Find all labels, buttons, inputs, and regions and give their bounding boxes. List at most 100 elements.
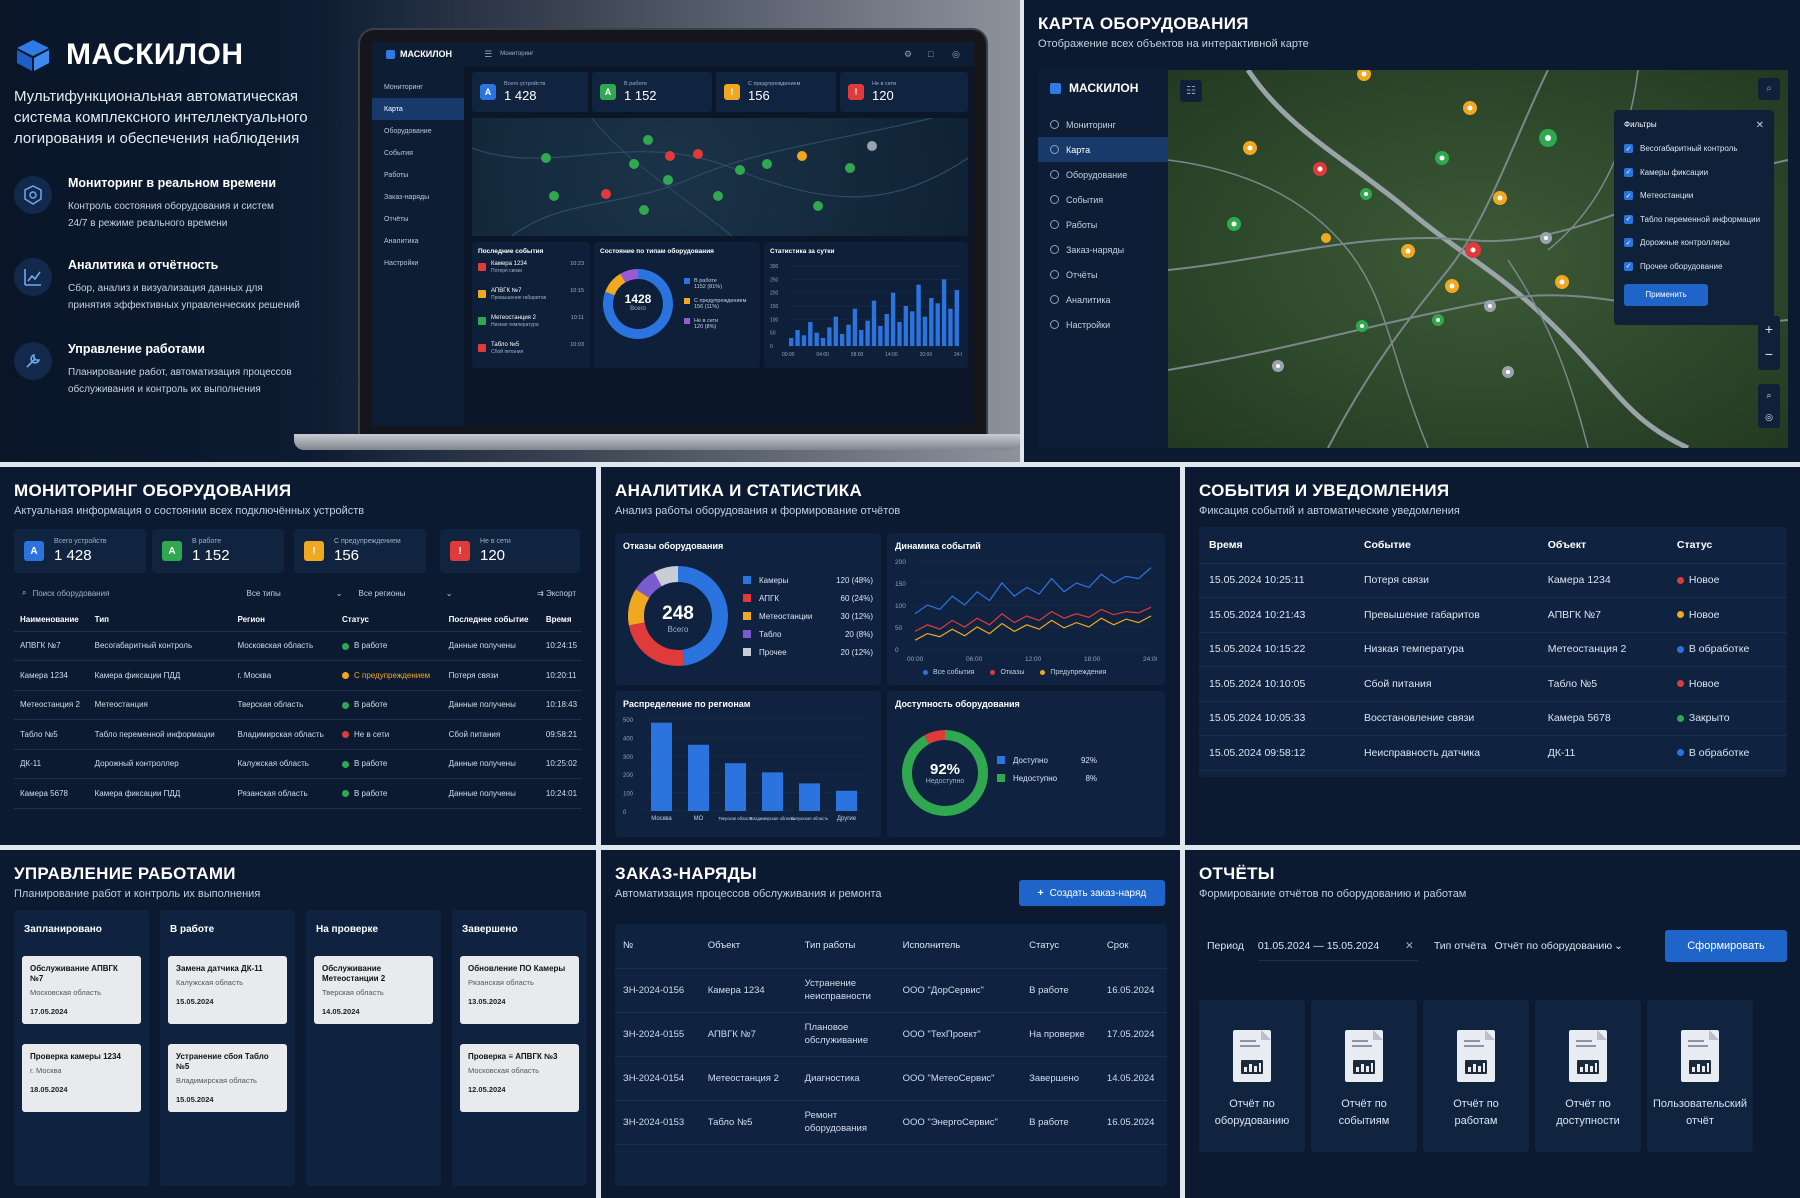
map-pin[interactable] bbox=[629, 159, 639, 169]
table-row[interactable]: Камера 5678 Камера фиксации ПДД Рязанская … bbox=[14, 779, 582, 808]
bar[interactable] bbox=[801, 335, 807, 346]
bar[interactable] bbox=[789, 338, 794, 346]
column-header[interactable]: Объект bbox=[1547, 538, 1587, 551]
work-card[interactable]: Обслуживание Метеостанции 2 Тверская обла… bbox=[314, 956, 433, 1024]
bar[interactable] bbox=[808, 322, 813, 346]
donut-slice[interactable] bbox=[924, 730, 946, 745]
zoom-in-button[interactable]: + bbox=[1764, 321, 1774, 337]
column-header[interactable]: Время bbox=[545, 615, 572, 625]
map-pin[interactable] bbox=[693, 149, 703, 159]
map-pin[interactable] bbox=[797, 151, 807, 161]
bar[interactable] bbox=[651, 722, 672, 811]
map-pin[interactable] bbox=[762, 159, 772, 169]
bar[interactable] bbox=[795, 330, 800, 346]
search-map-button[interactable]: ⌕ bbox=[1758, 78, 1780, 100]
bar[interactable] bbox=[897, 322, 902, 346]
bar[interactable] bbox=[836, 790, 857, 811]
table-row[interactable]: АПВГК №7 Весогабаритный контроль Московска… bbox=[14, 631, 582, 661]
table-row[interactable]: ЗН-2024-0156 Камера 1234 Устранение неиспр… bbox=[615, 968, 1167, 1012]
report-card[interactable]: Отчёт по работам bbox=[1423, 1000, 1529, 1152]
map-pin[interactable] bbox=[1227, 217, 1241, 231]
sidebar-item[interactable]: Работы bbox=[1038, 212, 1178, 237]
bar[interactable] bbox=[890, 292, 896, 346]
event-link[interactable]: Сбой питания bbox=[1363, 677, 1432, 690]
series-line[interactable] bbox=[914, 606, 1152, 632]
bar[interactable] bbox=[833, 316, 838, 346]
bar[interactable] bbox=[852, 308, 858, 346]
filter-checkbox[interactable]: ✓ Дорожные контроллеры bbox=[1624, 231, 1764, 255]
sidebar-item[interactable]: Заказ-наряды bbox=[384, 193, 430, 201]
apply-button[interactable]: Применить bbox=[1624, 284, 1708, 306]
bar[interactable] bbox=[859, 330, 864, 346]
map-pin[interactable] bbox=[1463, 101, 1477, 115]
fullscreen-icon[interactable]: ⌕ bbox=[1766, 390, 1772, 400]
map-pin[interactable] bbox=[1445, 279, 1459, 293]
donut-slice[interactable] bbox=[620, 269, 639, 283]
notification-icon[interactable]: □ bbox=[928, 49, 934, 59]
table-row[interactable]: 15.05.2024 10:05:33 Восстановление связи К… bbox=[1199, 701, 1787, 736]
object-link[interactable]: ДК-11 bbox=[1547, 746, 1576, 759]
donut-slice[interactable] bbox=[635, 572, 663, 599]
column-header[interactable]: Тип bbox=[94, 615, 109, 625]
map-pin[interactable] bbox=[1401, 244, 1415, 258]
map-pin[interactable] bbox=[1540, 232, 1552, 244]
donut-slice[interactable] bbox=[902, 730, 988, 816]
map-pin[interactable] bbox=[1321, 233, 1331, 243]
column-header[interactable]: Время bbox=[1209, 538, 1243, 551]
bar[interactable] bbox=[941, 279, 947, 346]
menu-icon[interactable]: ☰ bbox=[484, 48, 493, 59]
map-pin[interactable] bbox=[1243, 141, 1257, 155]
map-pin[interactable] bbox=[1539, 129, 1557, 147]
bar[interactable] bbox=[846, 324, 851, 346]
sidebar-item[interactable]: Заказ-наряды bbox=[1038, 237, 1178, 262]
bar[interactable] bbox=[799, 783, 820, 811]
sidebar-item[interactable]: Мониторинг bbox=[1038, 112, 1178, 137]
map-pin[interactable] bbox=[813, 201, 823, 211]
table-row[interactable]: ДК-11 Дорожный контроллер Калужская област… bbox=[14, 749, 582, 779]
column-header[interactable]: Последнее событие bbox=[448, 615, 529, 625]
event-row[interactable]: АПВГК №7 Превышение габаритов 10:15 bbox=[478, 288, 584, 315]
sidebar-item[interactable]: Оборудование bbox=[384, 127, 432, 135]
map-pin[interactable] bbox=[639, 205, 649, 215]
series-line[interactable] bbox=[914, 615, 1152, 641]
close-icon[interactable]: ✕ bbox=[1755, 120, 1764, 131]
map-pin[interactable] bbox=[1432, 314, 1444, 326]
map-pin[interactable] bbox=[663, 175, 673, 185]
sidebar-item[interactable]: Карта bbox=[372, 98, 464, 120]
table-row[interactable]: ЗН-2024-0154 Метеостанция 2 Диагностика ООО… bbox=[615, 1056, 1167, 1100]
event-link[interactable]: Превышение габаритов bbox=[1363, 608, 1480, 621]
filter-checkbox[interactable]: ✓ Камеры фиксации bbox=[1624, 161, 1764, 185]
map-pin[interactable] bbox=[1435, 151, 1449, 165]
bar[interactable] bbox=[871, 300, 877, 346]
report-card[interactable]: Отчёт по событиям bbox=[1311, 1000, 1417, 1152]
report-type-select[interactable]: Отчёт по оборудованию ⌄ bbox=[1495, 940, 1625, 952]
event-row[interactable]: Камера 1234 Потеря связи 10:23 bbox=[478, 261, 584, 288]
donut-slice[interactable] bbox=[628, 589, 650, 626]
column-header[interactable]: Исполнитель bbox=[902, 940, 961, 952]
bar[interactable] bbox=[935, 303, 940, 346]
event-link[interactable]: Потеря связи bbox=[1363, 574, 1430, 587]
donut-slice[interactable] bbox=[677, 566, 728, 666]
sidebar-item[interactable]: Оборудование bbox=[1038, 162, 1178, 187]
table-row[interactable]: ЗН-2024-0155 АПВГК №7 Плановое обслуживани… bbox=[615, 1012, 1167, 1056]
column-header[interactable]: Объект bbox=[707, 940, 741, 952]
map-pin[interactable] bbox=[665, 151, 675, 161]
bar[interactable] bbox=[910, 311, 915, 346]
donut-slice[interactable] bbox=[628, 621, 685, 666]
series-line[interactable] bbox=[914, 567, 1152, 615]
bar[interactable] bbox=[884, 314, 889, 346]
filter-checkbox[interactable]: ✓ Табло переменной информации bbox=[1624, 208, 1764, 232]
table-row[interactable]: Камера 1234 Камера фиксации ПДД г. Москва С… bbox=[14, 661, 582, 690]
settings-icon[interactable]: ⚙ bbox=[904, 48, 913, 59]
map-pin[interactable] bbox=[1555, 275, 1569, 289]
work-card[interactable]: Устранение сбоя Табло №5 Владимирская обл… bbox=[168, 1044, 287, 1112]
map-pin[interactable] bbox=[643, 135, 653, 145]
object-link[interactable]: Камера 1234 bbox=[1547, 574, 1611, 587]
report-card[interactable]: Отчёт по оборудованию bbox=[1199, 1000, 1305, 1152]
bar[interactable] bbox=[929, 298, 934, 346]
map-pin[interactable] bbox=[541, 153, 551, 163]
filter-checkbox[interactable]: ✓ Метеостанции bbox=[1624, 184, 1764, 208]
column-header[interactable]: Наименование bbox=[20, 615, 79, 625]
object-link[interactable]: Табло №5 bbox=[1547, 677, 1598, 690]
column-header[interactable]: Событие bbox=[1363, 538, 1411, 551]
